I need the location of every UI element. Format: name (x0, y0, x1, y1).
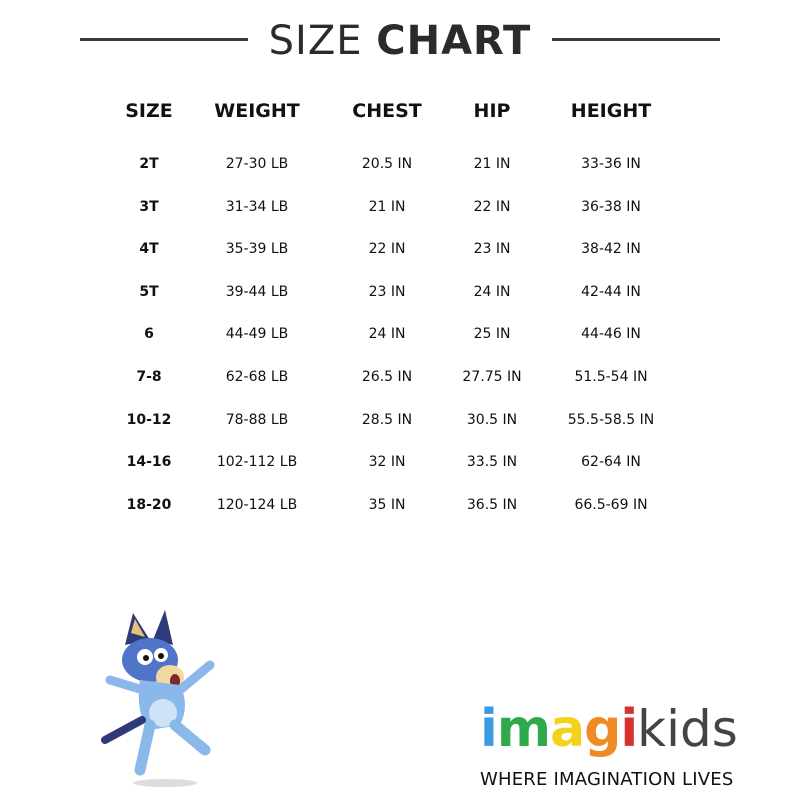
size-label: 5T (139, 283, 159, 300)
size-label: 3T (139, 198, 159, 215)
column-header: HEIGHT (570, 100, 652, 122)
table-cell: 31-34 LB (225, 198, 289, 215)
table-cell: 51.5-54 IN (574, 369, 648, 385)
table-cell: 42-44 IN (581, 283, 641, 300)
table-cell: 22 IN (473, 198, 511, 215)
table-cell: 28.5 IN (361, 411, 413, 428)
table-cell: 44-46 IN (581, 326, 641, 343)
table-cell: 36.5 IN (466, 496, 518, 513)
logo-letter: i (620, 699, 638, 759)
table-cell: 38-42 IN (581, 241, 641, 258)
column-header: SIZE (125, 100, 173, 122)
size-label: 10-12 (126, 411, 172, 428)
table-cell: 27-30 LB (225, 156, 289, 172)
title-rule-right (552, 38, 720, 41)
table-cell: 120-124 LB (216, 496, 298, 513)
table-cell: 102-112 LB (216, 454, 298, 471)
logo-letter: a (550, 699, 585, 759)
table-cell: 25 IN (473, 326, 511, 343)
logo-letter: i (480, 699, 498, 759)
table-cell: 35 IN (368, 496, 406, 513)
bluey-illustration (101, 610, 215, 787)
imagikids-logo: imagikids (480, 699, 738, 759)
size-label: 2T (139, 156, 159, 172)
page-title: SIZE CHART (268, 18, 532, 64)
table-cell: 44-49 LB (225, 326, 289, 343)
table-cell: 78-88 LB (225, 411, 289, 428)
table-cell: 20.5 IN (361, 156, 413, 172)
table-cell: 35-39 LB (225, 241, 289, 258)
column-header: CHEST (352, 100, 422, 122)
table-cell: 27.75 IN (462, 369, 522, 385)
logo-letter: m (496, 699, 551, 759)
table-cell: 33-36 IN (581, 156, 641, 172)
table-cell: 62-68 LB (225, 369, 289, 385)
table-cell: 62-64 IN (581, 454, 641, 471)
table-cell: 66.5-69 IN (574, 496, 648, 513)
table-cell: 24 IN (368, 326, 406, 343)
table-cell: 23 IN (368, 283, 406, 300)
logo-letter: g (584, 699, 621, 759)
table-cell: 30.5 IN (466, 411, 518, 428)
title-rule-left (80, 38, 248, 41)
table-cell: 33.5 IN (466, 454, 518, 471)
column-header: HIP (473, 100, 511, 122)
size-label: 14-16 (126, 454, 172, 471)
size-label: 4T (139, 241, 159, 258)
table-cell: 23 IN (473, 241, 511, 258)
table-cell: 32 IN (368, 454, 406, 471)
table-cell: 39-44 LB (225, 283, 289, 300)
table-cell: 26.5 IN (361, 369, 413, 385)
column-header: WEIGHT (214, 100, 300, 122)
size-label: 7-8 (136, 369, 162, 385)
table-cell: 22 IN (368, 241, 406, 258)
table-cell: 24 IN (473, 283, 511, 300)
size-label: 6 (144, 326, 154, 343)
table-cell: 21 IN (473, 156, 511, 172)
table-cell: 21 IN (368, 198, 406, 215)
size-label: 18-20 (126, 496, 172, 513)
logo-tagline: WHERE IMAGINATION LIVES (480, 769, 734, 790)
table-cell: 55.5-58.5 IN (567, 411, 655, 428)
table-cell: 36-38 IN (581, 198, 641, 215)
